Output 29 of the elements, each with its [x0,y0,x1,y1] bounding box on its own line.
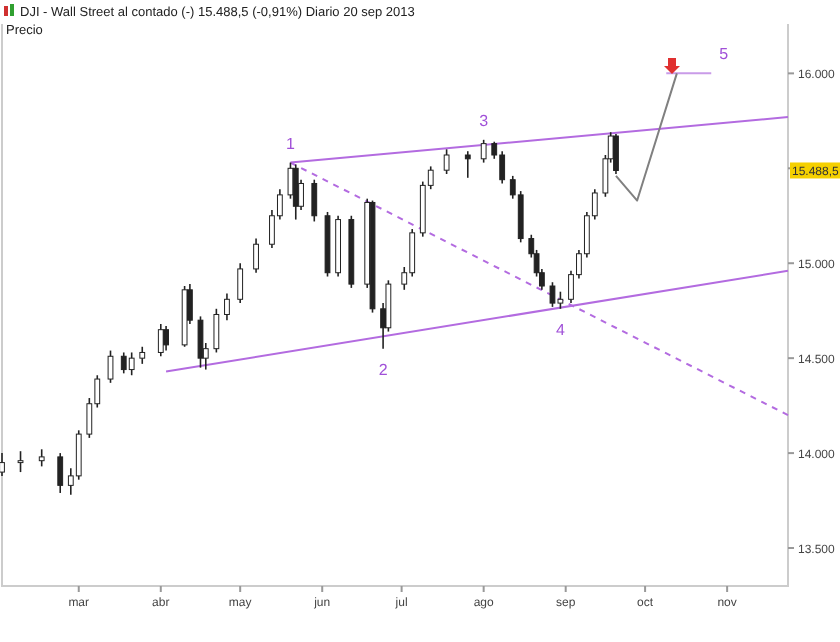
candlestick [57,452,64,494]
candlestick [75,429,82,481]
candlestick [0,452,5,477]
candlestick [197,315,204,369]
candlestick [613,133,619,175]
candlestick [163,325,169,352]
annotation: 2 [378,360,389,379]
candlestick [311,178,318,223]
annotation: 5 [719,45,730,64]
candlestick [107,349,114,384]
candlestick [499,150,506,185]
candlestick [157,323,164,358]
candlestick [464,150,471,179]
annotation: 4 [555,320,566,339]
candlestick [128,351,135,377]
candlestick [287,161,294,200]
annotation: 1 [286,134,297,153]
candlestick [224,292,230,321]
candlestick [17,450,24,473]
candlestick [480,139,487,164]
candlestick [443,148,450,175]
candlestick [237,262,244,304]
annotation: 3 [479,111,490,130]
candlestick [549,281,556,308]
candlestick [292,163,299,221]
candlestick [253,237,259,274]
candlestick [409,228,416,278]
candlestick [213,308,220,354]
candlestick [120,351,127,375]
